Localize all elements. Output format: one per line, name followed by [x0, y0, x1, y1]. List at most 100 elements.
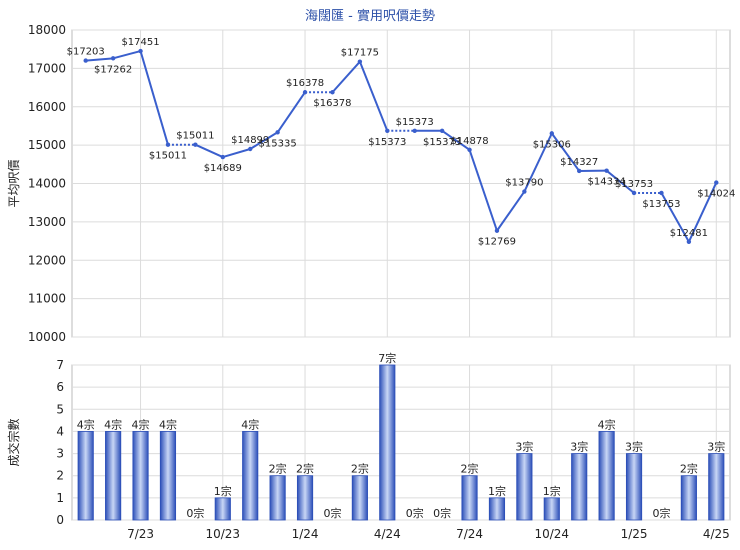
price-line-segment — [496, 190, 526, 232]
count-bar-label: 4宗 — [77, 417, 95, 431]
price-point-label: $15011 — [149, 151, 187, 162]
count-y-tick-label: 5 — [56, 402, 64, 416]
price-point-label: $14689 — [204, 163, 242, 174]
count-bar-label: 0宗 — [406, 506, 424, 520]
price-point — [302, 90, 308, 95]
price-point-label: $15373 — [423, 137, 461, 148]
count-bar-label: 1宗 — [488, 484, 506, 498]
price-y-tick-label: 16000 — [28, 100, 66, 114]
price-point-label: $16378 — [286, 78, 324, 89]
count-bar — [105, 431, 122, 521]
price-line-segment — [222, 148, 251, 159]
count-bar — [296, 475, 314, 521]
count-bar-label: 2宗 — [351, 462, 369, 476]
price-point — [193, 142, 198, 147]
price-line-segment — [276, 91, 306, 133]
count-bar-label: 0宗 — [323, 506, 341, 520]
price-point-label: $17262 — [94, 64, 132, 75]
count-bar-label: 2宗 — [269, 462, 287, 476]
price-line-segment — [550, 132, 581, 172]
price-point-label: $17451 — [121, 37, 159, 48]
x-tick-label: 4/25 — [703, 527, 730, 541]
x-tick-label: 4/24 — [374, 527, 401, 541]
price-point — [330, 90, 335, 95]
count-y-tick-label: 3 — [56, 447, 64, 461]
price-point — [439, 128, 445, 134]
price-point — [686, 239, 692, 244]
count-bar — [214, 497, 231, 521]
price-point-label: $14334 — [588, 177, 626, 188]
count-bar — [543, 497, 560, 521]
count-bar-label: 3宗 — [515, 440, 533, 454]
price-y-tick-label: 14000 — [28, 177, 66, 191]
price-line-segment — [523, 132, 553, 192]
count-bar-label: 2宗 — [461, 462, 479, 476]
count-bar-label: 4宗 — [159, 417, 177, 431]
price-point-label: $16378 — [313, 98, 351, 109]
price-panel: 10000 11000 12000 13000 14000 15000 16000 17000… — [7, 23, 735, 344]
price-point-label: $14899 — [231, 135, 269, 146]
price-point — [714, 180, 719, 185]
price-point — [631, 190, 637, 196]
price-point — [412, 128, 417, 134]
price-point — [549, 131, 554, 136]
count-bar — [132, 431, 149, 521]
price-point — [357, 59, 363, 64]
price-y-tick-label: 11000 — [28, 292, 66, 306]
price-point — [467, 147, 472, 153]
price-line-segment — [249, 131, 279, 150]
count-bar-label: 4宗 — [104, 417, 122, 431]
count-y-axis-label: 成交宗數 — [6, 418, 21, 466]
price-point-label: $12481 — [670, 228, 708, 239]
count-plot-frame — [71, 364, 731, 521]
price-point — [83, 58, 88, 63]
count-bar-label: 3宗 — [570, 440, 588, 454]
count-bar — [598, 431, 615, 521]
count-bar — [269, 475, 286, 521]
count-bar — [351, 475, 368, 521]
count-bar — [461, 475, 478, 521]
count-bar-label: 2宗 — [296, 462, 314, 476]
price-y-axis-label: 平均呎價 — [7, 159, 21, 207]
count-bar-label: 0宗 — [186, 506, 204, 520]
count-bar-label: 4宗 — [241, 417, 259, 431]
count-bar — [488, 497, 506, 521]
count-bar-label: 0宗 — [652, 506, 670, 520]
x-tick-label: 7/23 — [127, 527, 154, 541]
price-point — [165, 142, 171, 147]
count-bar — [379, 364, 396, 521]
price-point-label: $15373 — [396, 117, 434, 128]
price-point-label: $14024 — [697, 189, 735, 200]
count-bar-label: 2宗 — [680, 462, 698, 476]
count-y-tick-label: 1 — [56, 491, 64, 505]
price-point-label: $15373 — [368, 137, 406, 148]
count-y-tick-label: 7 — [56, 358, 64, 372]
price-point — [220, 154, 225, 160]
count-bar — [571, 453, 588, 521]
price-point-label: $15306 — [533, 139, 571, 150]
price-y-tick-label: 17000 — [28, 61, 66, 75]
price-point — [522, 189, 527, 194]
price-point — [494, 228, 500, 233]
count-bar — [708, 453, 725, 521]
price-point-label: $15335 — [259, 138, 297, 149]
price-y-tick-label: 12000 — [28, 253, 66, 267]
price-line-segment — [194, 143, 224, 158]
price-line-segment — [358, 61, 389, 132]
price-point-label: $12769 — [478, 237, 516, 248]
price-point-label: $13790 — [505, 178, 543, 189]
price-point — [604, 168, 609, 173]
price-point — [138, 48, 143, 54]
count-y-tick-label: 2 — [56, 469, 64, 483]
price-line-segment — [112, 50, 141, 60]
count-bar-label: 0宗 — [433, 506, 451, 520]
price-point-label: $14878 — [450, 136, 488, 147]
price-line-segment — [331, 60, 361, 93]
count-bar-label: 4宗 — [132, 417, 150, 431]
price-point — [248, 146, 253, 152]
count-bar-label: 4宗 — [598, 417, 616, 431]
price-point — [275, 130, 280, 135]
x-tick-label: 7/24 — [456, 527, 483, 541]
